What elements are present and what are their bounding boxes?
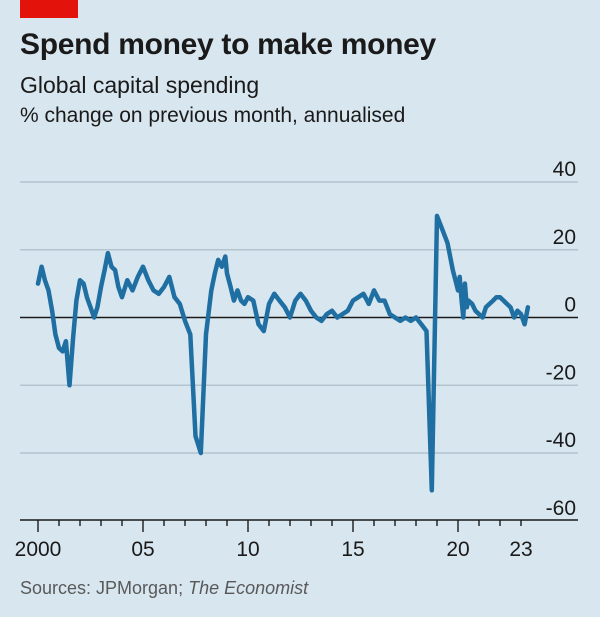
chart-subtitle: Global capital spending <box>20 72 260 98</box>
x-tick-label: 23 <box>509 538 532 561</box>
x-axis: 2000 05 10 15 20 23 <box>15 519 578 561</box>
brand-tag <box>20 0 78 18</box>
x-tick-label: 10 <box>236 538 259 561</box>
y-tick-label: -60 <box>546 497 576 520</box>
unit-note: % change on previous month, annualised <box>20 104 406 127</box>
y-tick-label: 0 <box>564 294 576 317</box>
source-italic: The Economist <box>188 578 309 598</box>
x-tick-label: 20 <box>446 538 469 561</box>
y-tick-label: 20 <box>553 226 576 249</box>
series-group <box>35 213 531 493</box>
x-tick-label: 2000 <box>15 538 62 561</box>
x-tick-label: 15 <box>341 538 364 561</box>
source-prefix: Sources: JPMorgan; <box>20 578 189 598</box>
x-tick-label: 05 <box>131 538 154 561</box>
y-tick-label: -20 <box>546 361 576 384</box>
y-tick-label: -40 <box>546 429 576 452</box>
source-note: Sources: JPMorgan; The Economist <box>20 578 308 599</box>
gridlines <box>20 181 578 454</box>
y-tick-label: 40 <box>553 158 576 181</box>
y-axis-labels: 40 20 0 -20 -40 -60 <box>546 158 576 520</box>
chart-title: Spend money to make money <box>20 28 436 61</box>
series-line-0 <box>35 213 531 493</box>
